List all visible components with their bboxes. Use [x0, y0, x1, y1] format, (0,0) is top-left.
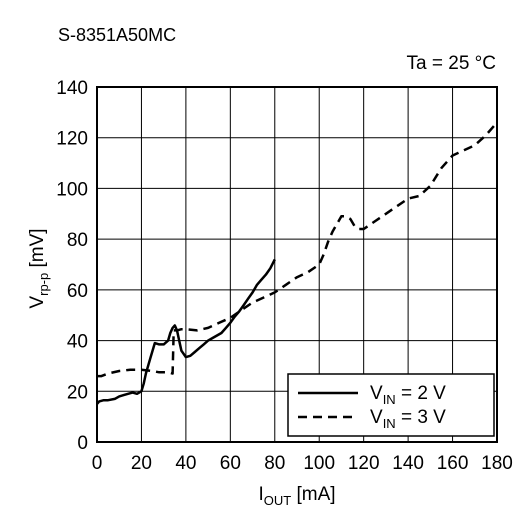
y-tick-label: 80 [67, 230, 88, 251]
x-tick-labels: 0 20 40 60 80 100 120 140 160 180 [92, 453, 513, 474]
chart-condition: Ta = 25 °C [407, 53, 496, 74]
plot-frame [96, 86, 498, 443]
series-lines [96, 121, 498, 405]
x-tick-label: 100 [303, 453, 335, 474]
series-line-2 [97, 121, 498, 378]
series-line-1 [96, 258, 276, 405]
x-tick-label: 120 [348, 453, 380, 474]
legend-label-2: VIN = 3 V [370, 407, 446, 431]
x-tick-label: 140 [392, 453, 424, 474]
y-tick-label: 120 [56, 129, 88, 150]
x-tick-label: 0 [92, 453, 103, 474]
x-axis-label: IOUT [mA] [258, 484, 335, 506]
y-tick-label: 0 [77, 433, 88, 454]
x-tick-label: 180 [481, 453, 513, 474]
y-tick-labels: 0 20 40 60 80 100 120 140 [56, 78, 88, 454]
chart-title: S-8351A50MC [58, 25, 176, 45]
x-tick-label: 80 [264, 453, 285, 474]
gridlines [97, 87, 497, 442]
y-axis-label: Vrp-p [mV] [27, 228, 51, 308]
x-tick-label: 20 [131, 453, 152, 474]
y-tick-label: 20 [67, 382, 88, 403]
x-tick-label: 60 [220, 453, 241, 474]
legend-box [287, 373, 495, 437]
y-tick-label: 100 [56, 179, 88, 200]
y-tick-label: 40 [67, 332, 88, 353]
y-tick-label: 140 [56, 78, 88, 99]
y-tick-label: 60 [67, 281, 88, 302]
x-tick-label: 160 [437, 453, 469, 474]
legend-label-1: VIN = 2 V [370, 383, 446, 407]
x-tick-label: 40 [175, 453, 196, 474]
